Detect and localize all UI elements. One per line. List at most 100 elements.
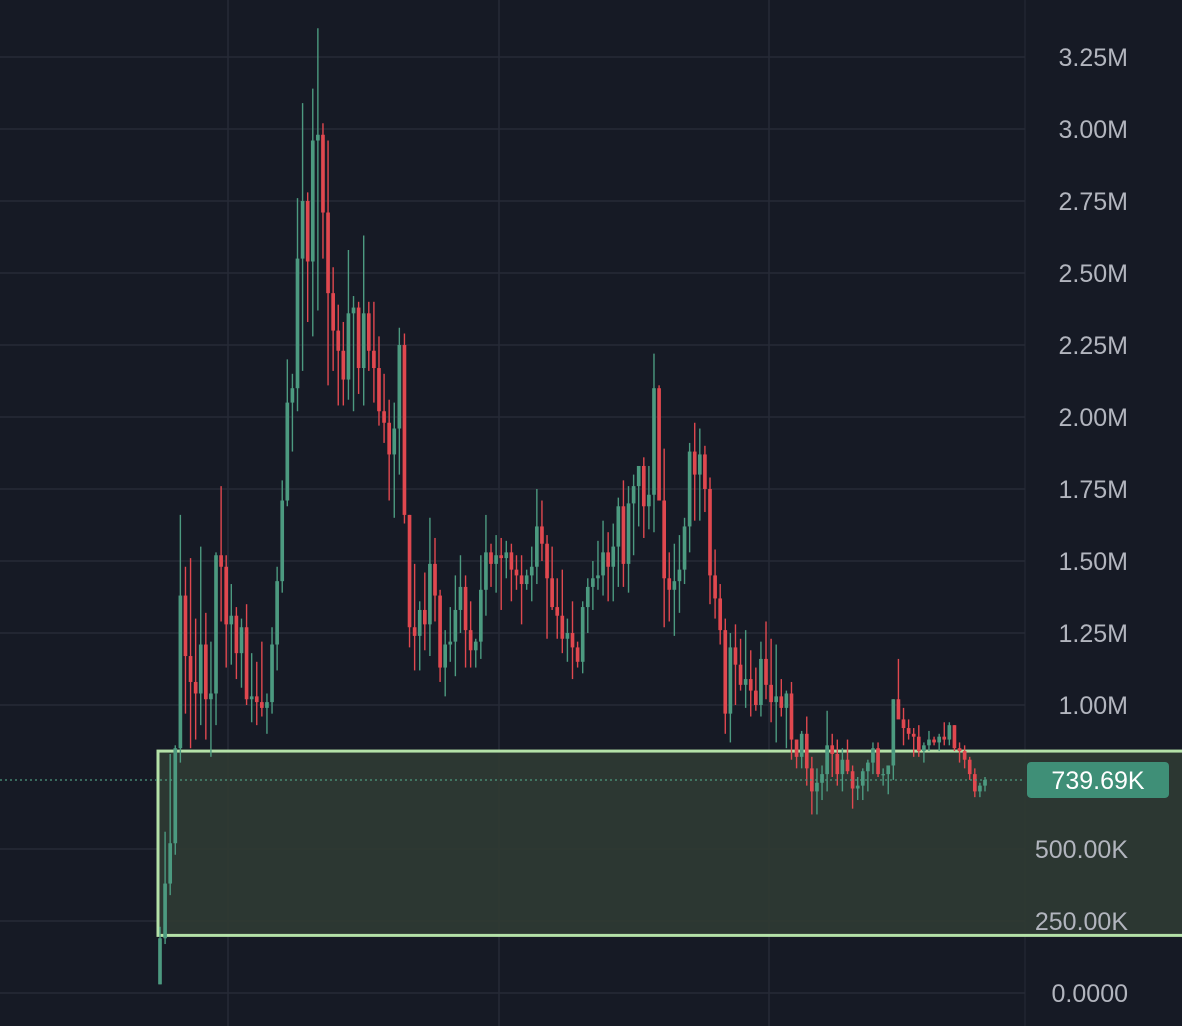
candle — [494, 535, 498, 593]
candle — [254, 661, 259, 726]
candle — [356, 301, 361, 394]
candle-body — [178, 595, 183, 749]
candle — [733, 624, 738, 705]
candle — [300, 103, 305, 371]
candle-body — [346, 313, 351, 380]
candle — [962, 745, 967, 769]
candle — [631, 474, 636, 556]
candle — [652, 353, 656, 533]
candle — [535, 489, 539, 585]
candle-body — [759, 658, 763, 705]
candle — [193, 618, 198, 740]
candle-body — [321, 134, 325, 213]
candle — [316, 28, 320, 311]
candle-body — [682, 526, 687, 570]
candle — [916, 725, 921, 757]
candle — [881, 768, 885, 786]
candle-body — [239, 627, 244, 654]
candle-body — [942, 736, 947, 740]
candle — [499, 537, 504, 610]
candle-body — [621, 506, 626, 564]
candle-body — [804, 733, 809, 769]
candle-body — [789, 693, 794, 740]
candle-body — [209, 693, 213, 700]
candle-body — [886, 765, 891, 775]
candle-body — [922, 745, 926, 752]
candle-body — [341, 350, 346, 380]
candle-body — [392, 428, 397, 455]
candle — [417, 601, 422, 671]
candle-body — [173, 748, 178, 844]
candle-body — [733, 647, 738, 665]
candle — [754, 667, 758, 711]
y-tick-label: 1.00M — [1059, 692, 1128, 720]
candle — [585, 578, 590, 633]
candle-body — [453, 609, 458, 642]
candle — [922, 742, 926, 763]
candle-body — [204, 644, 208, 700]
candle — [550, 546, 554, 610]
candle-body — [850, 771, 855, 789]
candle-body — [499, 555, 504, 559]
candle — [815, 768, 819, 815]
candle — [372, 301, 376, 403]
candle — [178, 514, 183, 763]
y-tick-label: 2.25M — [1059, 332, 1128, 360]
candle — [433, 537, 437, 622]
candles — [158, 28, 987, 985]
candle-body — [540, 526, 544, 544]
candle-body — [815, 782, 819, 792]
candle — [402, 333, 407, 524]
candle — [158, 926, 162, 985]
candle — [560, 569, 565, 654]
candle — [168, 753, 173, 896]
candle — [509, 543, 514, 602]
candle — [764, 621, 768, 700]
candle-body — [361, 313, 366, 369]
candle-body — [840, 759, 845, 775]
candle — [616, 497, 621, 587]
candle — [606, 532, 610, 602]
candle — [769, 638, 773, 723]
candle-body — [428, 563, 432, 625]
candle — [524, 569, 529, 590]
candle — [957, 742, 962, 763]
candle — [351, 296, 356, 412]
candle — [407, 514, 412, 648]
candle — [626, 486, 631, 593]
candle — [978, 782, 982, 798]
candle — [896, 658, 901, 720]
candle — [285, 359, 290, 507]
candle — [305, 192, 310, 322]
candle — [657, 385, 661, 501]
candle — [647, 465, 651, 530]
candle — [871, 742, 875, 775]
candle-body — [708, 489, 712, 576]
candle — [667, 552, 672, 622]
candle — [229, 584, 234, 665]
candle-body — [290, 388, 295, 403]
candle-body — [647, 494, 651, 507]
last-price-label: 739.69K — [1051, 767, 1144, 795]
candle-body — [616, 506, 621, 547]
candle — [310, 88, 315, 337]
candle — [713, 549, 717, 619]
candle-body — [911, 733, 916, 737]
candle — [972, 768, 977, 798]
candle — [804, 716, 809, 786]
candle — [214, 552, 218, 726]
candle-body — [962, 751, 967, 760]
candle-body — [300, 201, 305, 259]
candle-body — [285, 402, 290, 501]
candle — [529, 546, 534, 602]
candle — [361, 235, 366, 406]
candle — [825, 710, 829, 792]
y-axis[interactable]: 3.25M 3.00M 2.75M 2.50M 2.25M 2.00M 1.75M 1.50M… — [1035, 44, 1128, 1008]
candle-body — [479, 589, 483, 642]
candle — [163, 831, 167, 945]
candle — [794, 739, 799, 769]
candle — [209, 641, 213, 757]
candle-body — [377, 368, 381, 412]
